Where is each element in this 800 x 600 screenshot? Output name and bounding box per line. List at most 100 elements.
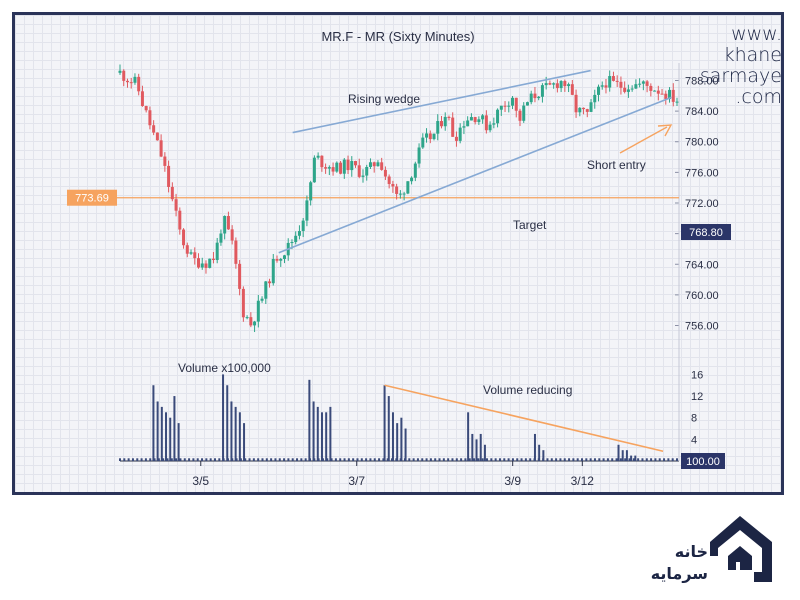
candle-body [380, 162, 384, 170]
candle-body [410, 177, 414, 182]
candle-body [305, 200, 309, 221]
volume-bar-base [494, 458, 497, 461]
wedge-annotation: Rising wedge [348, 92, 420, 106]
candle-body [596, 86, 600, 95]
volume-bar-base [270, 458, 273, 461]
candle-body [256, 300, 260, 322]
volume-bar-base [559, 458, 562, 461]
candle-body [522, 105, 526, 121]
volume-bar-base [568, 458, 571, 461]
candle-body [234, 240, 238, 264]
candle-body [529, 93, 533, 103]
candle-body [537, 96, 541, 99]
candle-body [656, 90, 660, 94]
candle-body [294, 235, 298, 243]
candle-body [238, 263, 242, 289]
brand-logo: خانه سرمایه [648, 508, 788, 592]
candle-body [339, 162, 343, 174]
candle-body [275, 259, 279, 261]
volume-bar-base [261, 458, 264, 461]
last-volume-box [681, 453, 725, 469]
volume-bar-base [507, 458, 510, 461]
volume-bar-base [555, 458, 558, 461]
candle-body [630, 88, 634, 90]
chart-frame: MR.F - MR (Sixty Minutes) 788.00 784.00 780… [12, 12, 784, 495]
candle-body [664, 93, 668, 100]
candle-body [155, 132, 159, 141]
volume-bar-base [589, 458, 592, 461]
candle-body [462, 126, 466, 128]
volume-bar [617, 444, 620, 461]
volume-bar-base [632, 458, 635, 461]
candle-body [383, 169, 387, 177]
watermark-line-4: .com [735, 86, 782, 108]
candle-body [574, 94, 578, 113]
candle-body [503, 105, 507, 107]
volume-bar [625, 450, 628, 461]
candle-body [170, 186, 174, 200]
volume-bar-base [477, 458, 480, 461]
candle-body [525, 102, 529, 106]
candle-body [350, 161, 354, 171]
candle-body [619, 81, 623, 88]
volume-bar [316, 406, 319, 461]
volume-bar-base [183, 458, 186, 461]
last-price-box [681, 224, 731, 240]
volume-bar-base [274, 458, 277, 461]
candle-body [653, 90, 657, 92]
volume-bar-base [676, 458, 678, 461]
candle-body [484, 115, 488, 131]
volume-bar-base [382, 458, 385, 461]
candle-body [507, 105, 511, 107]
volume-bar-base [576, 458, 579, 461]
candle-body [439, 121, 443, 127]
x-tick-label: 3/5 [192, 474, 209, 488]
volume-bar-base [244, 458, 247, 461]
volume-bar [234, 406, 237, 461]
x-tick-label: 3/7 [348, 474, 365, 488]
candle-body [608, 76, 612, 88]
candle-body [391, 184, 395, 187]
volume-bar-base [123, 458, 126, 461]
candle-body [316, 155, 320, 158]
volume-bar-base [581, 458, 584, 461]
volume-bar-base [447, 458, 450, 461]
candle-body [600, 85, 604, 87]
volume-bar-base [585, 458, 588, 461]
price-tick-label: 780.00 [685, 137, 719, 149]
short-entry-arrow-line [619, 126, 668, 154]
candle-body [129, 82, 133, 84]
volume-bar-base [429, 458, 432, 461]
volume-bar [404, 428, 407, 461]
volume-bar [177, 423, 180, 461]
volume-bar-base [641, 458, 644, 461]
volume-bar-base [201, 458, 204, 461]
volume-bar-base [490, 458, 493, 461]
candle-body [511, 97, 515, 106]
volume-bar [621, 450, 624, 461]
watermark-line-1: www. [731, 23, 782, 45]
candle-body [193, 252, 197, 259]
volume-bar-base [667, 458, 670, 461]
volume-bar-base [386, 458, 389, 461]
candle-body [215, 242, 219, 261]
volume-bar [160, 406, 163, 461]
candle-body [372, 162, 376, 167]
candle-body [245, 317, 249, 319]
candle-body [365, 166, 369, 176]
candle-body [548, 83, 552, 85]
wedge-upper-line [292, 69, 591, 134]
volume-bar-base [119, 458, 121, 461]
volume-bar-base [352, 458, 355, 461]
volume-bar-base [671, 458, 674, 461]
price-tick-label: 772.00 [685, 198, 719, 210]
candle-body [268, 281, 272, 284]
candle-body [540, 85, 544, 97]
volume-bar-base [654, 458, 657, 461]
chart-title: MR.F - MR (Sixty Minutes) [321, 29, 474, 44]
volume-bar-base [615, 458, 618, 461]
candle-body [660, 93, 664, 95]
candle-body [357, 165, 361, 177]
candle-body [279, 258, 283, 261]
candle-body [309, 182, 313, 201]
